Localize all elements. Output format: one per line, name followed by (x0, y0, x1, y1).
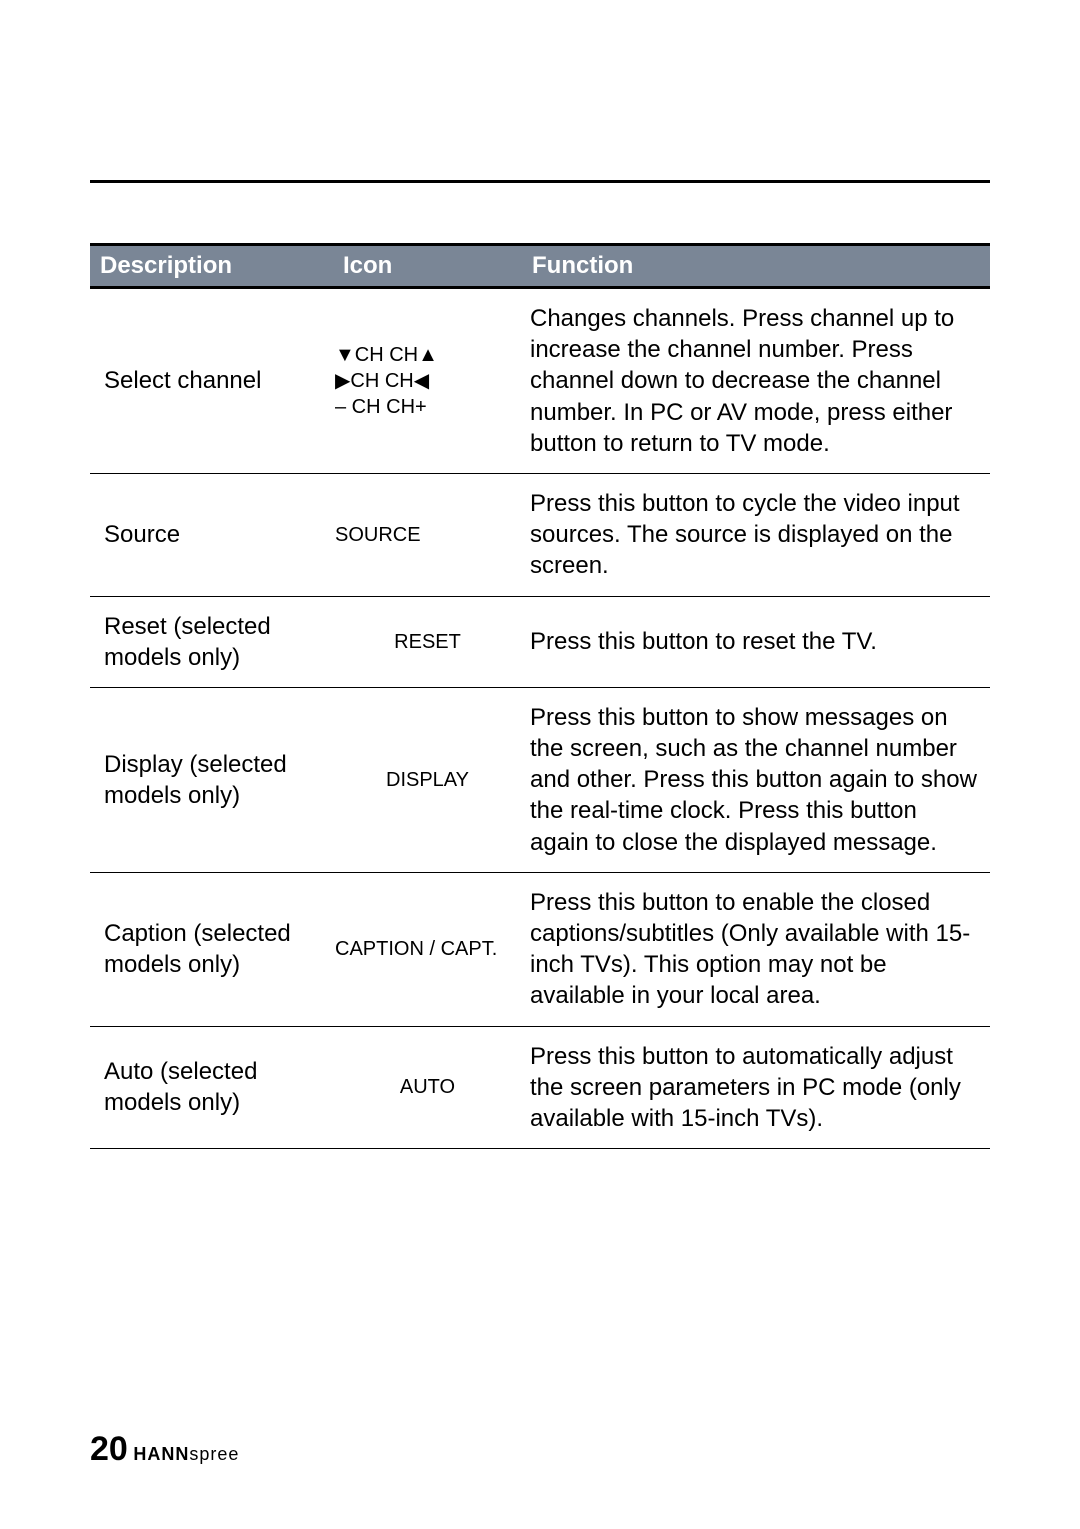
table-header-row: Description Icon Function (90, 245, 990, 288)
cell-description: Display (selected models only) (90, 687, 333, 872)
cell-function: Changes channels. Press channel up to in… (522, 288, 990, 474)
cell-icon: ▼CH CH▲▶CH CH◀– CH CH+ (333, 288, 522, 474)
cell-function: Press this button to reset the TV. (522, 596, 990, 687)
icon-label: ▶CH CH◀ (335, 368, 520, 394)
cell-icon: RESET (333, 596, 522, 687)
top-rule (90, 180, 990, 183)
icon-label: – CH CH+ (335, 394, 520, 420)
cell-description: Caption (selected models only) (90, 872, 333, 1026)
cell-description: Select channel (90, 288, 333, 474)
table-row: Caption (selected models only)CAPTION / … (90, 872, 990, 1026)
cell-icon: SOURCE (333, 473, 522, 596)
cell-function: Press this button to enable the closed c… (522, 872, 990, 1026)
page-footer: 20 HANNspree (90, 1430, 239, 1469)
table-row: Auto (selected models only)AUTOPress thi… (90, 1026, 990, 1149)
icon-label: RESET (335, 629, 520, 655)
cell-function: Press this button to cycle the video inp… (522, 473, 990, 596)
cell-icon: CAPTION / CAPT. (333, 872, 522, 1026)
icon-label: DISPLAY (335, 767, 520, 793)
icon-label: ▼CH CH▲ (335, 342, 520, 368)
brand-part1: HANN (133, 1444, 189, 1464)
header-function: Function (522, 245, 990, 288)
table-row: Select channel▼CH CH▲▶CH CH◀– CH CH+Chan… (90, 288, 990, 474)
cell-icon: AUTO (333, 1026, 522, 1149)
cell-description: Auto (selected models only) (90, 1026, 333, 1149)
icon-label: AUTO (335, 1074, 520, 1100)
table-row: Reset (selected models only)RESETPress t… (90, 596, 990, 687)
header-icon: Icon (333, 245, 522, 288)
icon-label: SOURCE (335, 522, 520, 548)
header-description: Description (90, 245, 333, 288)
cell-function: Press this button to show messages on th… (522, 687, 990, 872)
table-row: Display (selected models only)DISPLAYPre… (90, 687, 990, 872)
cell-description: Reset (selected models only) (90, 596, 333, 687)
page-number: 20 (90, 1430, 128, 1468)
brand-part2: spree (189, 1444, 239, 1464)
table-row: SourceSOURCEPress this button to cycle t… (90, 473, 990, 596)
cell-icon: DISPLAY (333, 687, 522, 872)
cell-function: Press this button to automatically adjus… (522, 1026, 990, 1149)
manual-page: Description Icon Function Select channel… (0, 0, 1080, 1529)
table-body: Select channel▼CH CH▲▶CH CH◀– CH CH+Chan… (90, 288, 990, 1149)
remote-functions-table: Description Icon Function Select channel… (90, 243, 990, 1149)
cell-description: Source (90, 473, 333, 596)
icon-label: CAPTION / CAPT. (335, 936, 520, 962)
